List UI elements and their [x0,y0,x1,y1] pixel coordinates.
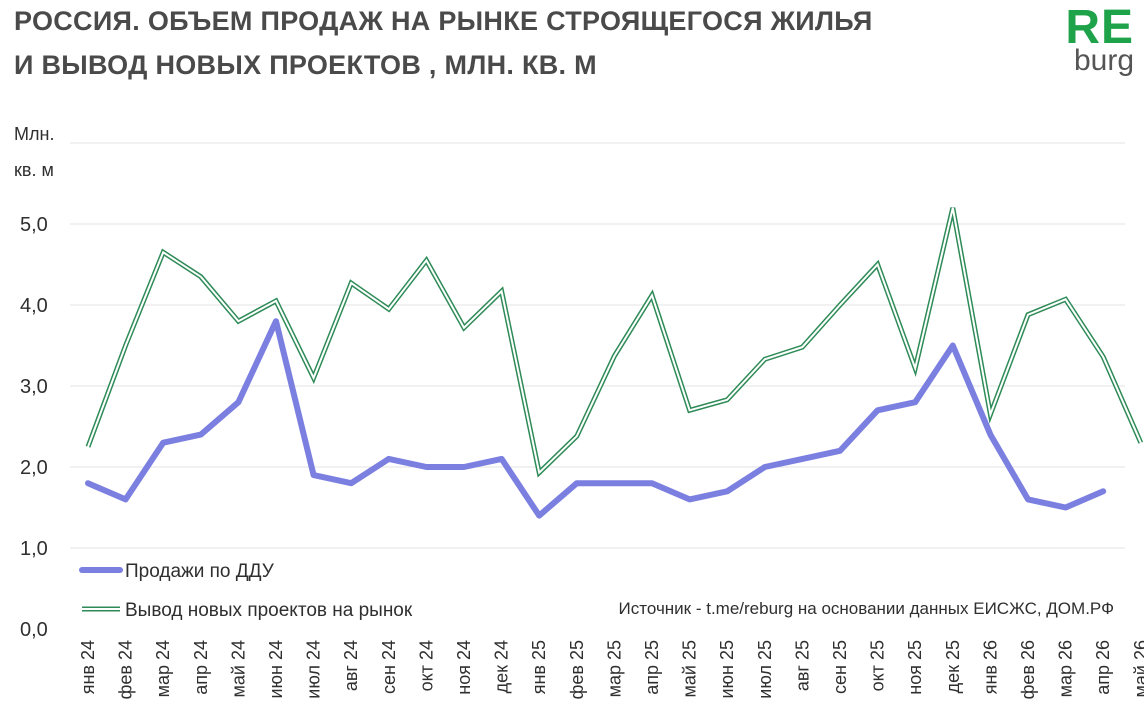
chart-title-line1: РОССИЯ. ОБЪЕМ ПРОДАЖ НА РЫНКЕ СТРОЯЩЕГОС… [14,6,873,36]
x-tick-label: май 26 [1131,640,1144,697]
x-tick-label: апр 24 [191,640,211,695]
y-tick-label: 1,0 [20,538,48,560]
x-tick-label: янв 25 [529,640,549,694]
x-tick-label: июл 25 [755,640,775,699]
x-tick-label: янв 26 [980,640,1000,694]
logo-burg: burg [1073,44,1134,77]
y-axis-label-line2: кв. м [14,160,54,180]
x-tick-label: сен 25 [830,640,850,694]
logo-re: RE [1065,1,1134,54]
x-tick-label: фев 25 [567,640,587,699]
x-tick-label: мар 26 [1056,640,1076,697]
legend-label-sales: Продажи по ДДУ [125,561,275,582]
x-tick-label: сен 24 [379,640,399,694]
x-tick-label: фев 26 [1018,640,1038,699]
x-tick-label: апр 25 [642,640,662,695]
x-tick-label: янв 24 [78,640,98,694]
series-line-sales [85,318,1107,519]
y-tick-label: 5,0 [20,214,48,236]
x-tick-label: ноя 25 [905,640,925,695]
x-tick-label: дек 25 [943,640,963,693]
x-tick-label: дек 24 [492,640,512,693]
source-note: Источник - t.me/reburg на основании данн… [619,599,1114,618]
chart-title-line2: И ВЫВОД НОВЫХ ПРОЕКТОВ , МЛН. КВ. М [14,50,597,80]
y-tick-label: 4,0 [20,295,48,317]
x-tick-label: июн 24 [266,640,286,699]
series-line-new-projects [85,207,1144,478]
series-line-new-projects-inner [87,207,1142,475]
x-tick-label: июл 24 [304,640,324,699]
legend-label-new-projects: Вывод новых проектов на рынок [125,600,413,621]
y-tick-label: 2,0 [20,457,48,479]
x-tick-label: окт 24 [416,640,436,691]
x-tick-label: ноя 24 [454,640,474,695]
x-tick-label: май 24 [228,640,248,697]
x-tick-label: мар 24 [153,640,173,697]
x-tick-label: апр 26 [1093,640,1113,695]
x-tick-label: авг 24 [341,640,361,691]
x-tick-label: мар 25 [604,640,624,697]
y-tick-label: 0,0 [20,619,48,641]
x-tick-label: май 25 [680,640,700,697]
x-tick-label: фев 24 [116,640,136,699]
y-axis-label-line1: Млн. [14,124,55,144]
x-tick-label: авг 25 [792,640,812,691]
y-tick-label: 3,0 [20,376,48,398]
x-tick-label: июн 25 [717,640,737,699]
x-tick-label: окт 25 [868,640,888,691]
